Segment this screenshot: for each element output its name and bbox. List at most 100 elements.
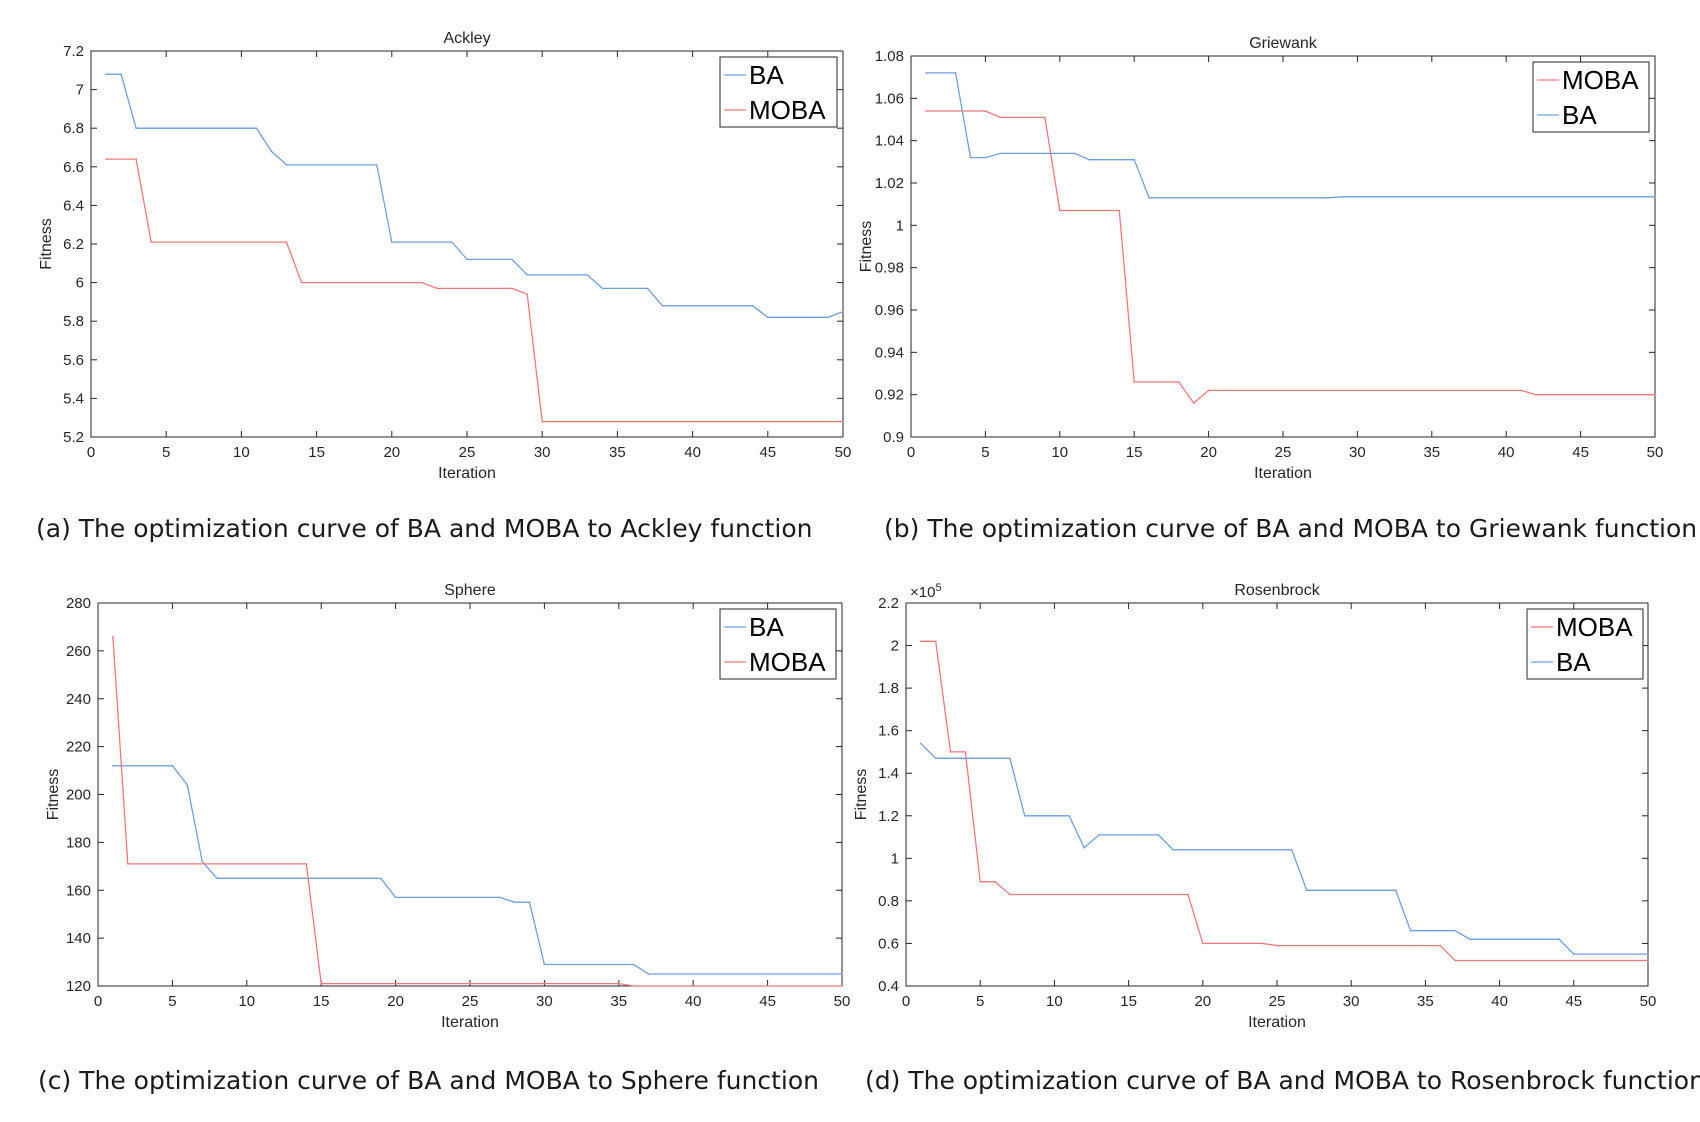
ackley-y-tick-label: 5.4 xyxy=(63,390,84,407)
griewank-series-moba-point xyxy=(1654,393,1656,396)
caption-sphere: (c) The optimization curve of BA and MOB… xyxy=(38,1066,819,1095)
ackley-y-tick-label: 6 xyxy=(76,275,84,292)
ackley-chart-title: Ackley xyxy=(443,30,490,47)
rosenbrock-series-ba-point xyxy=(1558,938,1560,940)
rosenbrock-x-axis-label: Iteration xyxy=(1248,1014,1306,1031)
griewank-x-tick-label: 40 xyxy=(1498,444,1515,461)
griewank-series-moba-point xyxy=(1118,209,1121,212)
rosenbrock-series-ba-point xyxy=(1009,757,1011,760)
ackley-x-tick-label: 5 xyxy=(162,444,170,461)
rosenbrock-series-moba-point xyxy=(1187,893,1189,896)
sphere-series-ba-point xyxy=(841,973,843,975)
griewank-series-ba-point xyxy=(954,72,957,74)
griewank-series-moba-point xyxy=(1192,402,1195,404)
griewank-x-tick-label: 20 xyxy=(1200,444,1217,461)
rosenbrock-series-ba-point xyxy=(1469,938,1471,940)
griewank-series-moba-point xyxy=(1059,209,1061,212)
rosenbrock-y-tick-label: 0.4 xyxy=(878,978,899,995)
sphere-x-axis-label: Iteration xyxy=(441,1014,499,1031)
ackley-series-moba-point xyxy=(150,241,152,243)
ackley-y-tick-label: 7.2 xyxy=(63,43,84,60)
rosenbrock-exponent-label: ×105 xyxy=(910,582,942,601)
rosenbrock-series-moba-point xyxy=(949,751,952,753)
rosenbrock-series-moba-point xyxy=(964,751,967,753)
ackley-series-ba-line xyxy=(106,73,844,318)
ackley-series-ba-point xyxy=(466,258,468,261)
rosenbrock-series-ba-point xyxy=(1291,849,1293,851)
ackley-x-tick-label: 45 xyxy=(759,444,776,461)
griewank-y-tick-label: 1.08 xyxy=(875,48,904,65)
griewank-x-tick-label: 15 xyxy=(1126,444,1143,461)
rosenbrock-y-tick-label: 1.2 xyxy=(878,808,899,825)
rosenbrock-series-moba-point xyxy=(979,880,981,883)
rosenbrock-series-moba-point xyxy=(1202,942,1204,945)
rosenbrock-series-ba-point xyxy=(1647,953,1649,955)
rosenbrock-series-ba-point xyxy=(1068,814,1071,817)
griewank-series-ba-point xyxy=(1654,195,1656,198)
ackley-series-moba-point xyxy=(541,420,543,423)
griewank-plot-area xyxy=(910,55,1656,438)
griewank-series-ba-point xyxy=(1133,158,1135,161)
ackley-x-tick-label: 50 xyxy=(835,444,852,461)
sphere-series-moba-point xyxy=(112,635,114,638)
ackley-series-ba-point xyxy=(751,304,754,307)
griewank-x-tick-label: 30 xyxy=(1349,444,1366,461)
sphere-series-ba-line xyxy=(112,765,842,975)
ackley-series-ba-point xyxy=(646,287,649,290)
rosenbrock-series-ba-point xyxy=(1573,953,1575,955)
ackley-x-tick-label: 10 xyxy=(233,444,250,461)
ackley-series-moba-point xyxy=(421,281,423,284)
sphere-series-ba-point xyxy=(513,901,516,904)
griewank-x-tick-label: 35 xyxy=(1423,444,1440,461)
ackley-x-tick-label: 35 xyxy=(609,444,626,461)
griewank-series-moba-point xyxy=(1178,381,1180,383)
ackley-legend-box xyxy=(719,56,838,128)
ackley-series-moba-point xyxy=(285,241,288,243)
griewank-y-tick-label: 0.98 xyxy=(875,260,904,277)
rosenbrock-y-tick-label: 1.8 xyxy=(878,680,899,697)
sphere-series-ba-point xyxy=(528,901,531,904)
griewank-series-ba-point xyxy=(1326,197,1329,199)
rosenbrock-y-tick-label: 0.8 xyxy=(878,893,899,910)
ackley-y-tick-label: 7 xyxy=(76,82,84,99)
sphere-series-moba-point xyxy=(305,863,308,865)
ackley-x-tick-label: 20 xyxy=(383,444,400,461)
ackley-series-moba-point xyxy=(526,293,528,295)
rosenbrock-series-ba-point xyxy=(934,757,937,760)
rosenbrock-y-tick-label: 1.4 xyxy=(878,765,899,782)
sphere-y-tick-label: 160 xyxy=(66,882,91,899)
rosenbrock-series-ba-point xyxy=(1023,814,1026,817)
ackley-series-ba-point xyxy=(842,310,844,313)
rosenbrock-legend-label-ba: BA xyxy=(1556,647,1591,677)
ackley-y-axis-label: Fitness xyxy=(38,218,55,270)
sphere-y-tick-label: 180 xyxy=(66,834,91,851)
griewank-x-axis-label: Iteration xyxy=(1254,465,1312,482)
sphere-x-tick-label: 25 xyxy=(462,993,479,1010)
griewank-series-ba-point xyxy=(1148,197,1150,199)
ackley-series-ba-point xyxy=(255,127,258,129)
sphere-series-ba-point xyxy=(498,896,501,899)
ackley-series-ba-point xyxy=(661,304,664,307)
griewank-x-tick-label: 10 xyxy=(1051,444,1068,461)
ackley-series-ba-point xyxy=(105,73,107,75)
griewank-series-ba-point xyxy=(984,156,987,159)
rosenbrock-x-tick-label: 0 xyxy=(902,993,910,1010)
rosenbrock-series-moba-point xyxy=(934,640,937,643)
sphere-x-tick-label: 40 xyxy=(685,993,702,1010)
griewank-x-tick-label: 5 xyxy=(981,444,989,461)
griewank-legend-label-ba: BA xyxy=(1562,100,1597,130)
sphere-x-tick-label: 5 xyxy=(168,993,176,1010)
sphere-chart-title: Sphere xyxy=(444,582,496,599)
sphere-y-tick-label: 280 xyxy=(66,595,91,612)
rosenbrock-x-tick-label: 50 xyxy=(1640,993,1657,1010)
rosenbrock-series-ba-point xyxy=(1083,846,1085,849)
griewank-series-moba-point xyxy=(1535,393,1537,396)
griewank-series-ba-point xyxy=(1073,152,1076,155)
rosenbrock-series-ba-point xyxy=(1172,849,1174,851)
sphere-series-moba-point xyxy=(841,985,843,987)
sphere-legend-label-moba: MOBA xyxy=(749,647,826,677)
ackley-series-moba-point xyxy=(135,158,137,160)
griewank-series-moba-point xyxy=(1133,381,1135,383)
ackley-series-ba-point xyxy=(375,164,378,166)
sphere-y-tick-label: 200 xyxy=(66,787,91,804)
